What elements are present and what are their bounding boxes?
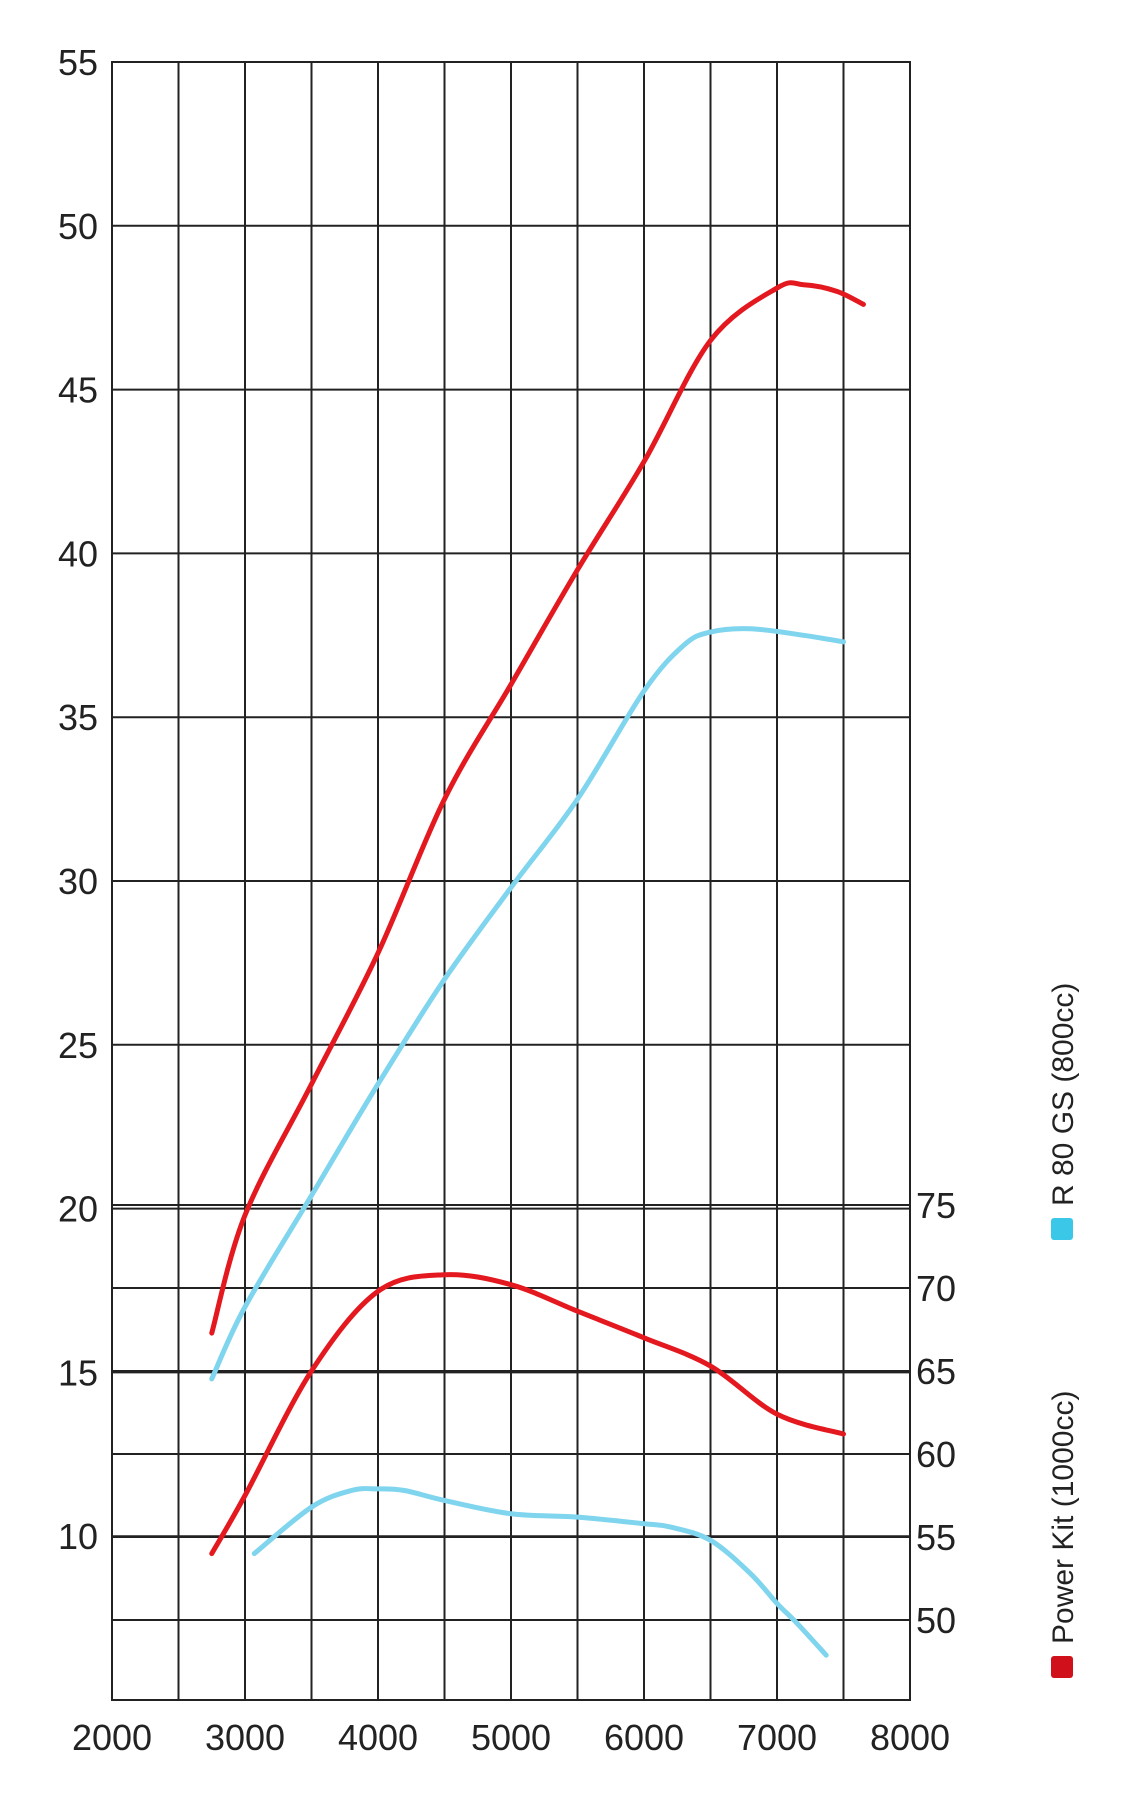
y-tick-label: 40 — [58, 533, 98, 574]
y-tick-label: 15 — [58, 1352, 98, 1393]
legend-item: Power Kit (1000cc) — [1047, 1391, 1080, 1678]
series-line-power-kit-1000cc-left — [209, 280, 866, 1336]
y-tick-label: 25 — [58, 1025, 98, 1066]
grid — [111, 61, 911, 1701]
x-tick-label: 3000 — [205, 1717, 285, 1758]
y-axis-ticks: 55 50 45 40 35 30 25 20 15 10 — [58, 42, 98, 1557]
legend: R 80 GS (800cc) Power Kit (1000cc) — [1047, 983, 1080, 1678]
series-line-power-kit-1000cc-right — [209, 1272, 846, 1557]
y2-tick-label: 70 — [916, 1268, 956, 1309]
legend-swatch — [1051, 1656, 1073, 1678]
y-tick-label: 20 — [58, 1189, 98, 1230]
legend-item: R 80 GS (800cc) — [1047, 983, 1080, 1240]
y2-tick-label: 55 — [916, 1517, 956, 1558]
y-tick-label: 35 — [58, 697, 98, 738]
x-tick-label: 5000 — [471, 1717, 551, 1758]
y-tick-label: 55 — [58, 42, 98, 83]
legend-label: Power Kit (1000cc) — [1047, 1391, 1080, 1644]
y-tick-label: 45 — [58, 370, 98, 411]
y-tick-label: 30 — [58, 861, 98, 902]
x-tick-label: 6000 — [604, 1717, 684, 1758]
series-line-r-80-gs-800cc-right — [251, 1486, 829, 1658]
legend-swatch — [1051, 1218, 1073, 1240]
x-tick-label: 7000 — [737, 1717, 817, 1758]
x-tick-label: 4000 — [338, 1717, 418, 1758]
series-layer — [209, 280, 866, 1658]
y-tick-label: 10 — [58, 1516, 98, 1557]
legend-label: R 80 GS (800cc) — [1047, 983, 1080, 1206]
x-tick-label: 8000 — [870, 1717, 950, 1758]
y2-tick-label: 60 — [916, 1434, 956, 1475]
x-axis-ticks: 2000 3000 4000 5000 6000 7000 8000 — [72, 1717, 950, 1758]
secondary-y-axis-ticks: 75 70 65 60 55 50 — [916, 1185, 956, 1641]
y2-tick-label: 75 — [916, 1185, 956, 1226]
x-tick-label: 2000 — [72, 1717, 152, 1758]
y2-tick-label: 65 — [916, 1351, 956, 1392]
series-line-r-80-gs-800cc-left — [209, 626, 846, 1382]
y-tick-label: 50 — [58, 206, 98, 247]
y2-tick-label: 50 — [916, 1600, 956, 1641]
